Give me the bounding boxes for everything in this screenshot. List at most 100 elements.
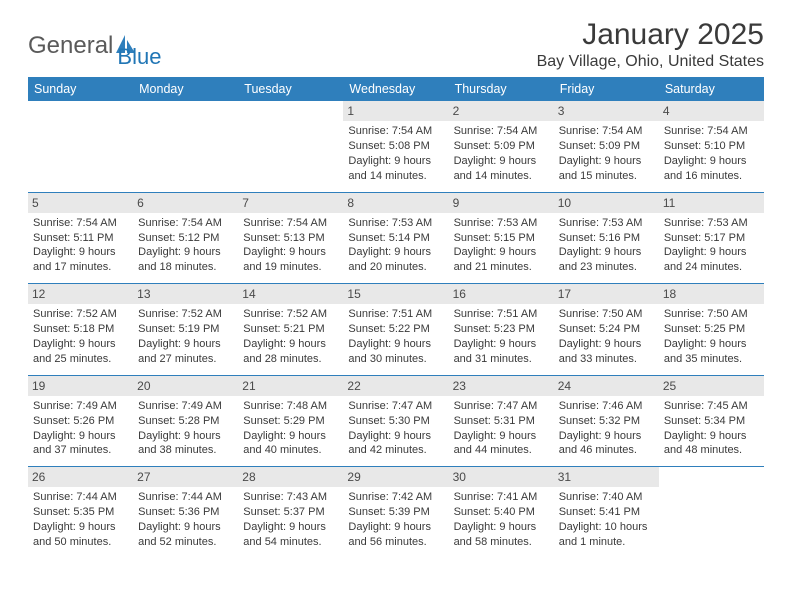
calendar-day-cell: 15Sunrise: 7:51 AMSunset: 5:22 PMDayligh… <box>343 284 448 376</box>
sunset-text: Sunset: 5:10 PM <box>664 139 759 154</box>
calendar-day-cell: 20Sunrise: 7:49 AMSunset: 5:28 PMDayligh… <box>133 375 238 467</box>
sunrise-text: Sunrise: 7:40 AM <box>559 490 654 505</box>
day-number: 7 <box>238 193 343 213</box>
day-number: 8 <box>343 193 448 213</box>
sunrise-text: Sunrise: 7:53 AM <box>348 216 443 231</box>
sunset-text: Sunset: 5:19 PM <box>138 322 233 337</box>
day-number: 5 <box>28 193 133 213</box>
day-number: 4 <box>659 101 764 121</box>
calendar-day-cell: 26Sunrise: 7:44 AMSunset: 5:35 PMDayligh… <box>28 467 133 558</box>
calendar-header-row: SundayMondayTuesdayWednesdayThursdayFrid… <box>28 77 764 101</box>
daylight-text: Daylight: 9 hours and 15 minutes. <box>559 154 654 184</box>
sunset-text: Sunset: 5:08 PM <box>348 139 443 154</box>
sunrise-text: Sunrise: 7:53 AM <box>454 216 549 231</box>
calendar-day-cell: 7Sunrise: 7:54 AMSunset: 5:13 PMDaylight… <box>238 192 343 284</box>
daylight-text: Daylight: 9 hours and 58 minutes. <box>454 520 549 550</box>
sunset-text: Sunset: 5:31 PM <box>454 414 549 429</box>
calendar-day-cell: 23Sunrise: 7:47 AMSunset: 5:31 PMDayligh… <box>449 375 554 467</box>
page-header: General Blue January 2025 Bay Village, O… <box>28 18 764 71</box>
day-number: 18 <box>659 284 764 304</box>
day-number: 11 <box>659 193 764 213</box>
daylight-text: Daylight: 9 hours and 19 minutes. <box>243 245 338 275</box>
daylight-text: Daylight: 9 hours and 37 minutes. <box>33 429 128 459</box>
day-number: 25 <box>659 376 764 396</box>
sunrise-text: Sunrise: 7:42 AM <box>348 490 443 505</box>
sunset-text: Sunset: 5:17 PM <box>664 231 759 246</box>
brand-part2: Blue <box>117 44 161 70</box>
sunrise-text: Sunrise: 7:53 AM <box>664 216 759 231</box>
day-number: 27 <box>133 467 238 487</box>
calendar-day-cell: . <box>133 101 238 192</box>
daylight-text: Daylight: 9 hours and 28 minutes. <box>243 337 338 367</box>
calendar-day-cell: . <box>238 101 343 192</box>
sunset-text: Sunset: 5:41 PM <box>559 505 654 520</box>
day-number: 26 <box>28 467 133 487</box>
location-text: Bay Village, Ohio, United States <box>537 53 764 71</box>
calendar-day-cell: 18Sunrise: 7:50 AMSunset: 5:25 PMDayligh… <box>659 284 764 376</box>
sunrise-text: Sunrise: 7:47 AM <box>348 399 443 414</box>
daylight-text: Daylight: 9 hours and 16 minutes. <box>664 154 759 184</box>
day-number: 24 <box>554 376 659 396</box>
daylight-text: Daylight: 9 hours and 27 minutes. <box>138 337 233 367</box>
daylight-text: Daylight: 9 hours and 40 minutes. <box>243 429 338 459</box>
day-header: Friday <box>554 77 659 101</box>
sunrise-text: Sunrise: 7:49 AM <box>33 399 128 414</box>
daylight-text: Daylight: 10 hours and 1 minute. <box>559 520 654 550</box>
sunrise-text: Sunrise: 7:51 AM <box>348 307 443 322</box>
sunset-text: Sunset: 5:40 PM <box>454 505 549 520</box>
brand-part1: General <box>28 32 113 60</box>
calendar-day-cell: 6Sunrise: 7:54 AMSunset: 5:12 PMDaylight… <box>133 192 238 284</box>
day-header: Tuesday <box>238 77 343 101</box>
daylight-text: Daylight: 9 hours and 25 minutes. <box>33 337 128 367</box>
sunset-text: Sunset: 5:24 PM <box>559 322 654 337</box>
calendar-day-cell: 14Sunrise: 7:52 AMSunset: 5:21 PMDayligh… <box>238 284 343 376</box>
sunrise-text: Sunrise: 7:54 AM <box>664 124 759 139</box>
day-number: 28 <box>238 467 343 487</box>
sunset-text: Sunset: 5:25 PM <box>664 322 759 337</box>
daylight-text: Daylight: 9 hours and 48 minutes. <box>664 429 759 459</box>
sunset-text: Sunset: 5:14 PM <box>348 231 443 246</box>
day-number: 14 <box>238 284 343 304</box>
calendar-day-cell: 17Sunrise: 7:50 AMSunset: 5:24 PMDayligh… <box>554 284 659 376</box>
daylight-text: Daylight: 9 hours and 50 minutes. <box>33 520 128 550</box>
sunset-text: Sunset: 5:37 PM <box>243 505 338 520</box>
day-number: 17 <box>554 284 659 304</box>
daylight-text: Daylight: 9 hours and 23 minutes. <box>559 245 654 275</box>
day-header: Wednesday <box>343 77 448 101</box>
calendar-table: SundayMondayTuesdayWednesdayThursdayFrid… <box>28 77 764 558</box>
sunrise-text: Sunrise: 7:54 AM <box>559 124 654 139</box>
daylight-text: Daylight: 9 hours and 18 minutes. <box>138 245 233 275</box>
daylight-text: Daylight: 9 hours and 44 minutes. <box>454 429 549 459</box>
day-number: 6 <box>133 193 238 213</box>
sunrise-text: Sunrise: 7:44 AM <box>138 490 233 505</box>
sunrise-text: Sunrise: 7:48 AM <box>243 399 338 414</box>
sunrise-text: Sunrise: 7:54 AM <box>33 216 128 231</box>
sunrise-text: Sunrise: 7:50 AM <box>664 307 759 322</box>
calendar-day-cell: 10Sunrise: 7:53 AMSunset: 5:16 PMDayligh… <box>554 192 659 284</box>
sunrise-text: Sunrise: 7:52 AM <box>33 307 128 322</box>
daylight-text: Daylight: 9 hours and 20 minutes. <box>348 245 443 275</box>
calendar-day-cell: 4 Sunrise: 7:54 AMSunset: 5:10 PMDaylight… <box>659 101 764 192</box>
day-number: 20 <box>133 376 238 396</box>
calendar-day-cell: . <box>659 467 764 558</box>
calendar-page: General Blue January 2025 Bay Village, O… <box>0 0 792 568</box>
sunrise-text: Sunrise: 7:54 AM <box>348 124 443 139</box>
calendar-day-cell: 19Sunrise: 7:49 AMSunset: 5:26 PMDayligh… <box>28 375 133 467</box>
day-number: 2 <box>449 101 554 121</box>
calendar-day-cell: 28Sunrise: 7:43 AMSunset: 5:37 PMDayligh… <box>238 467 343 558</box>
calendar-day-cell: 30Sunrise: 7:41 AMSunset: 5:40 PMDayligh… <box>449 467 554 558</box>
calendar-week-row: ...1Sunrise: 7:54 AMSunset: 5:08 PMDayli… <box>28 101 764 192</box>
calendar-day-cell: 21Sunrise: 7:48 AMSunset: 5:29 PMDayligh… <box>238 375 343 467</box>
daylight-text: Daylight: 9 hours and 38 minutes. <box>138 429 233 459</box>
sunset-text: Sunset: 5:09 PM <box>454 139 549 154</box>
calendar-day-cell: 27Sunrise: 7:44 AMSunset: 5:36 PMDayligh… <box>133 467 238 558</box>
daylight-text: Daylight: 9 hours and 33 minutes. <box>559 337 654 367</box>
sunrise-text: Sunrise: 7:43 AM <box>243 490 338 505</box>
sunset-text: Sunset: 5:18 PM <box>33 322 128 337</box>
calendar-day-cell: 11Sunrise: 7:53 AMSunset: 5:17 PMDayligh… <box>659 192 764 284</box>
daylight-text: Daylight: 9 hours and 30 minutes. <box>348 337 443 367</box>
calendar-week-row: 26Sunrise: 7:44 AMSunset: 5:35 PMDayligh… <box>28 467 764 558</box>
calendar-week-row: 19Sunrise: 7:49 AMSunset: 5:26 PMDayligh… <box>28 375 764 467</box>
sunset-text: Sunset: 5:29 PM <box>243 414 338 429</box>
day-header: Saturday <box>659 77 764 101</box>
